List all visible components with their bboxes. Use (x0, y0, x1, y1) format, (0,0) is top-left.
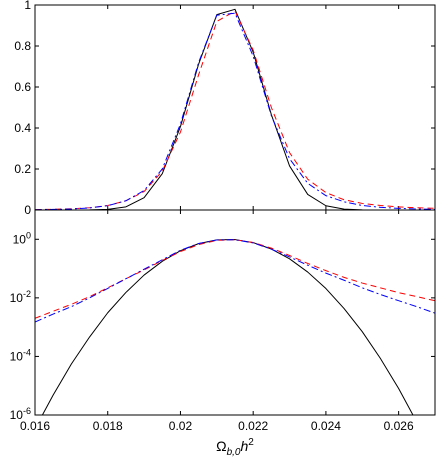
line-series (35, 8, 435, 210)
y-tick-label: 0.2 (14, 162, 31, 176)
x-axis-label-part: b,0 (227, 447, 241, 458)
y-tick-label: 10-6 (10, 406, 31, 422)
plot-area (35, 8, 435, 210)
axes-frame (34, 4, 436, 211)
plot-area (35, 239, 435, 415)
x-tick-label: 0.026 (384, 419, 414, 433)
line-series (35, 239, 435, 319)
line-series (35, 239, 435, 323)
axes-frame (34, 209, 436, 416)
x-tick-label: 0.018 (93, 419, 123, 433)
y-tick-label: 100 (13, 230, 31, 246)
line-series (41, 239, 414, 415)
y-tick-label: 0.4 (14, 121, 31, 135)
y-tick-label: 1 (24, 0, 31, 12)
line-series (35, 12, 435, 210)
y-tick-label: 0.8 (14, 39, 31, 53)
x-axis-label-part: 2 (248, 437, 254, 448)
x-axis-label-part: h (241, 438, 249, 454)
y-tick-label: 0 (24, 203, 31, 217)
y-tick-label: 10-4 (10, 347, 31, 363)
x-tick-label: 0.02 (169, 419, 193, 433)
y-tick-label: 0.6 (14, 80, 31, 94)
x-axis-label-part: Ω (216, 438, 226, 454)
y-tick-label: 10-2 (10, 289, 31, 305)
x-tick-label: 0.024 (311, 419, 341, 433)
x-tick-label: 0.022 (238, 419, 268, 433)
line-series (35, 10, 435, 210)
x-axis-label: Ωb,0h2 (216, 437, 254, 458)
x-tick-label: 0.016 (20, 419, 50, 433)
